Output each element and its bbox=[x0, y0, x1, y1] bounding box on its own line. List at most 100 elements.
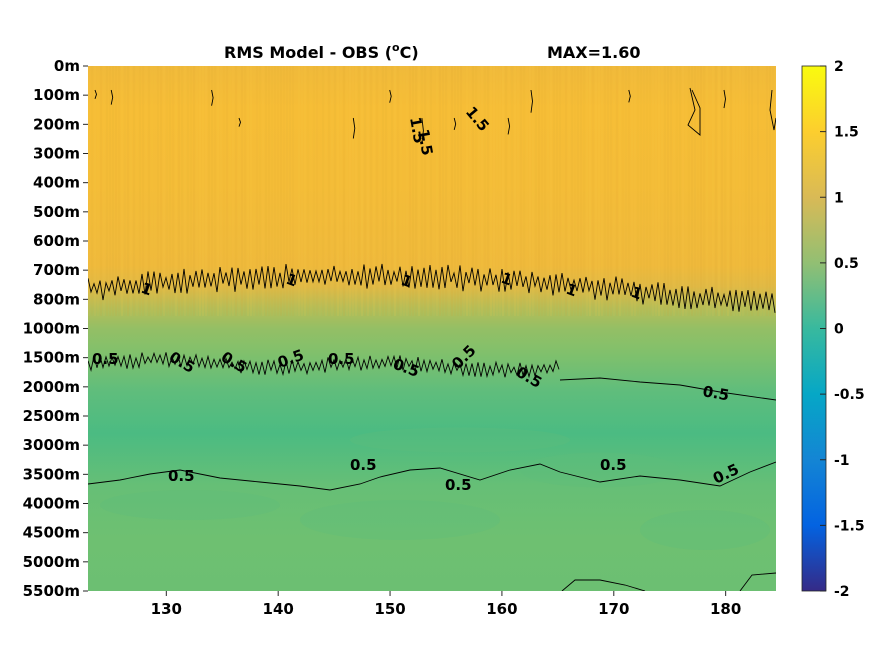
colorbar-ticks: 2 1.5 1 0.5 0 -0.5 -1 -1.5 -2 bbox=[820, 59, 865, 600]
texture-streak bbox=[547, 66, 549, 316]
texture-streak bbox=[400, 66, 402, 316]
contour-1-0 bbox=[88, 263, 776, 313]
texture-streak bbox=[247, 66, 249, 316]
texture-streak bbox=[274, 66, 276, 316]
y-tick-label: 3000m bbox=[23, 436, 80, 454]
texture-streak bbox=[235, 66, 237, 316]
y-tick-label: 2000m bbox=[23, 378, 80, 396]
contour-1-5-fragment bbox=[453, 117, 457, 131]
contour-1-5-fragment bbox=[389, 89, 392, 103]
texture-streak bbox=[103, 66, 105, 316]
contour-label: 0.5 bbox=[328, 350, 355, 368]
texture-streak bbox=[151, 66, 153, 316]
y-tick-label: 400m bbox=[33, 174, 80, 192]
texture-streak bbox=[607, 66, 609, 316]
texture-streak bbox=[106, 66, 108, 316]
texture-streak bbox=[262, 66, 264, 316]
texture-streak bbox=[385, 66, 387, 316]
texture-streak bbox=[517, 66, 519, 316]
texture-streak bbox=[334, 66, 336, 316]
texture-streak bbox=[445, 66, 447, 316]
texture-streak bbox=[565, 66, 567, 316]
contour-label: 1.5 bbox=[406, 116, 428, 145]
texture-streak bbox=[139, 66, 141, 316]
texture-streak bbox=[451, 66, 453, 316]
texture-streak bbox=[202, 66, 204, 316]
texture-streak bbox=[670, 66, 672, 316]
texture-streak bbox=[217, 66, 219, 316]
texture-blotch bbox=[520, 452, 680, 488]
y-axis: 0m 100m 200m 300m 400m 500m 600m 700m 800m 1000m 1… bbox=[23, 57, 88, 600]
texture-streak bbox=[256, 66, 258, 316]
texture-streak bbox=[166, 66, 168, 316]
texture-streak bbox=[109, 66, 111, 316]
texture-streak bbox=[226, 66, 228, 316]
contour-label: 0.5 bbox=[701, 382, 730, 404]
x-axis: 130 140 150 160 170 180 bbox=[151, 591, 741, 618]
colorbar-tick-label: -1.5 bbox=[834, 518, 865, 534]
texture-streak bbox=[220, 66, 222, 316]
texture-streak bbox=[136, 66, 138, 316]
texture-streak bbox=[481, 66, 483, 316]
contour-1-5-fragment bbox=[769, 89, 776, 131]
texture-streak bbox=[172, 66, 174, 316]
texture-streak bbox=[124, 66, 126, 316]
texture-streak bbox=[487, 66, 489, 316]
texture-streak bbox=[190, 66, 192, 316]
contour-1-5-fragment bbox=[687, 87, 701, 136]
y-tick-label: 300m bbox=[33, 145, 80, 163]
texture-streak bbox=[520, 66, 522, 316]
texture-streak bbox=[418, 66, 420, 316]
colorbar-tick-label: 0.5 bbox=[834, 256, 859, 272]
texture-streak bbox=[118, 66, 120, 316]
contour-1-5-fragment bbox=[238, 117, 241, 127]
texture-streak bbox=[127, 66, 129, 316]
texture-streak bbox=[724, 66, 726, 316]
texture-streak bbox=[496, 66, 498, 316]
texture-streak bbox=[718, 66, 720, 316]
texture-streak bbox=[634, 66, 636, 316]
texture-streak bbox=[667, 66, 669, 316]
texture-streak bbox=[766, 66, 768, 316]
y-tick-label: 1000m bbox=[23, 320, 80, 338]
texture-streak bbox=[232, 66, 234, 316]
texture-streak bbox=[145, 66, 147, 316]
texture-streak bbox=[430, 66, 432, 316]
texture-streak bbox=[280, 66, 282, 316]
y-tick-label: 5000m bbox=[23, 553, 80, 571]
max-annotation: MAX=1.60 bbox=[547, 43, 641, 62]
texture-streak bbox=[403, 66, 405, 316]
texture-streak bbox=[277, 66, 279, 316]
texture-streak bbox=[460, 66, 462, 316]
texture-streak bbox=[241, 66, 243, 316]
texture-streak bbox=[391, 66, 393, 316]
texture-streak bbox=[343, 66, 345, 316]
texture-streak bbox=[577, 66, 579, 316]
texture-streak bbox=[703, 66, 705, 316]
texture-streak bbox=[700, 66, 702, 316]
contour-0-5-bottom bbox=[561, 579, 646, 591]
texture-streak bbox=[715, 66, 717, 316]
texture-streak bbox=[610, 66, 612, 316]
texture-streak bbox=[631, 66, 633, 316]
texture-streak bbox=[508, 66, 510, 316]
x-tick-label: 180 bbox=[710, 600, 741, 618]
texture-streak bbox=[292, 66, 294, 316]
texture-streak bbox=[526, 66, 528, 316]
texture-streak bbox=[601, 66, 603, 316]
texture-streak bbox=[682, 66, 684, 316]
y-tick-label: 5500m bbox=[23, 582, 80, 600]
chart-title-superscript: o bbox=[392, 41, 400, 54]
x-tick-label: 150 bbox=[374, 600, 405, 618]
texture-streak bbox=[409, 66, 411, 316]
texture-streak bbox=[352, 66, 354, 316]
texture-streak bbox=[373, 66, 375, 316]
texture-streak bbox=[562, 66, 564, 316]
texture-streak bbox=[199, 66, 201, 316]
texture-streak bbox=[310, 66, 312, 316]
texture-streak bbox=[187, 66, 189, 316]
texture-streak bbox=[652, 66, 654, 316]
texture-streak bbox=[328, 66, 330, 316]
texture-streak bbox=[598, 66, 600, 316]
texture-streak bbox=[148, 66, 150, 316]
